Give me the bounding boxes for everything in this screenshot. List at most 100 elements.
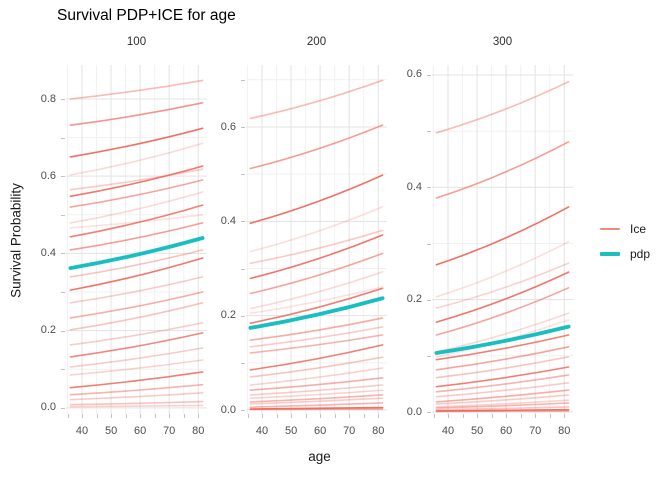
y-tick-mark [61,407,65,409]
y-tick-mark [61,330,65,332]
x-tick-mark [96,414,98,418]
y-tick-mark [427,74,431,76]
x-tick-mark [433,414,435,418]
ice-line [69,383,204,396]
ice-line [435,241,570,298]
legend-label-ice: Ice [630,222,647,236]
y-tick-mark [427,243,431,245]
ice-line [69,168,204,191]
ice-line [69,276,204,304]
ice-line [435,402,570,409]
ice-line [435,312,570,353]
y-tick-mark [61,137,65,139]
ice-line [249,317,384,341]
ice-line [435,262,570,309]
ice-line [249,124,384,170]
ice-line [435,271,570,323]
ice-line [69,179,204,208]
x-tick-mark [276,414,278,418]
ice-line [249,408,384,411]
ice-line [69,322,204,346]
ice-line [435,141,570,199]
x-tick-mark [564,414,566,418]
ice-line [249,389,384,399]
x-tick-mark [247,414,249,418]
ice-line [435,334,570,361]
ice-line [69,102,204,126]
x-tick-mark [198,414,200,418]
ice-line [69,79,204,100]
ice-line [249,287,384,324]
ice-line [435,394,570,405]
x-tick-mark [349,414,351,418]
legend-item-pdp: pdp [600,246,650,262]
y-axis-title: Survival Probability [8,183,24,298]
y-tick-mark [61,369,65,371]
x-tick-label: 70 [529,425,542,437]
x-tick-mark [520,414,522,418]
y-tick-label: 0.6 [406,68,422,81]
ice-line [249,205,384,253]
x-tick-mark [305,414,307,418]
ice-line [69,400,204,406]
facet-strip-100: 100 [126,36,147,48]
x-tick-label: 50 [284,425,298,437]
ice-line [435,356,570,379]
x-tick-mark [491,414,493,418]
legend: Ice pdp [600,221,650,262]
ice-line [249,344,384,371]
y-tick-mark [427,412,431,413]
y-tick-mark [241,362,245,364]
ice-line [69,222,204,251]
ice-line [249,397,384,405]
ice-line [69,347,204,368]
ice-line [435,374,570,393]
x-tick-mark [125,414,127,418]
x-tick-mark [154,414,156,418]
facet-panel-200 [246,65,387,414]
x-tick-label: 80 [372,425,385,437]
x-tick-mark [477,414,479,418]
x-tick-label: 40 [255,425,269,437]
x-tick-label: 60 [133,425,147,437]
ice-line [69,302,204,331]
y-tick-mark [427,299,431,301]
y-tick-label: 0.2 [40,324,56,337]
ice-line [69,127,204,158]
x-axis-title: age [308,449,331,464]
y-tick-label: 0.6 [40,169,56,182]
chart-title: Survival PDP+ICE for age [57,7,236,24]
ice-line [435,206,570,266]
ice-line [249,174,384,224]
x-tick-mark [140,414,142,418]
y-tick-label: 0.8 [40,92,56,105]
x-tick-mark [535,414,537,418]
y-tick-label: 0.0 [220,403,236,416]
y-tick-mark [241,221,245,223]
y-tick-mark [241,315,245,317]
x-tick-mark [111,414,113,418]
ice-line [249,367,384,386]
ice-line [249,402,384,408]
x-tick-mark [334,414,336,418]
y-tick-label: 0.6 [220,120,236,133]
legend-item-ice: Ice [600,221,650,237]
y-tick-label: 0.4 [220,214,236,227]
ice-line [435,287,570,336]
ice-line [249,334,384,354]
y-tick-mark [427,355,431,357]
y-tick-label: 0.4 [40,246,56,259]
ice-line [249,384,384,396]
ice-line [435,366,570,388]
y-tick-mark [61,253,65,255]
facet-panel-300 [432,65,573,414]
ice-line [435,410,570,413]
x-tick-mark [183,414,185,418]
legend-label-pdp: pdp [630,247,651,261]
y-tick-label: 0.4 [406,180,422,193]
ice-line-swatch [600,228,620,230]
x-tick-label: 80 [192,425,205,437]
ice-line [435,346,570,371]
panel-plot-area-200 [246,65,387,414]
